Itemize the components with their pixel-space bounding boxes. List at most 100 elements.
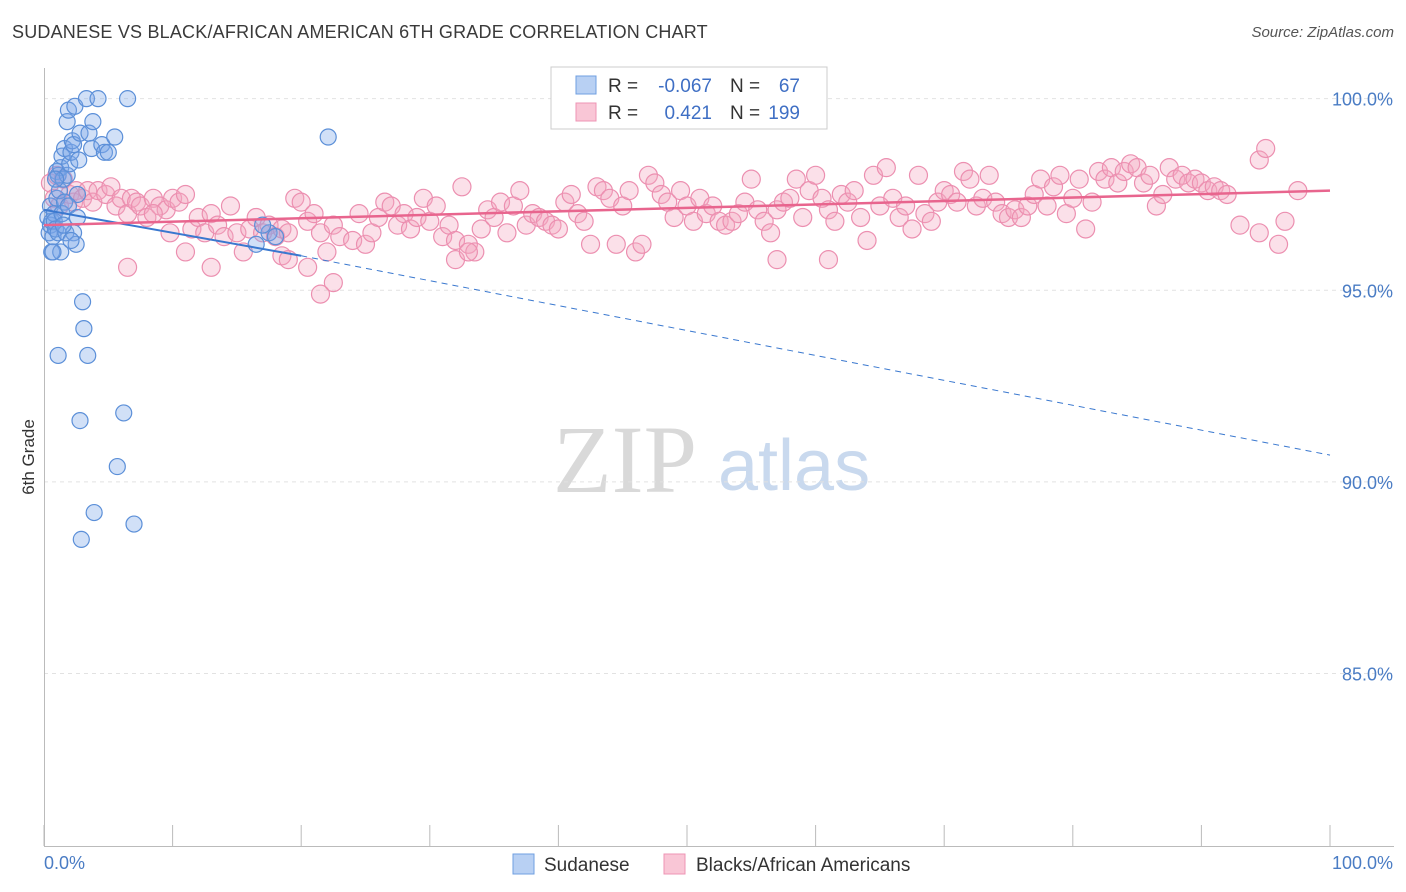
sudanese-point-58 xyxy=(62,231,80,250)
black-african-american-point-167 xyxy=(1088,161,1109,182)
sudanese-point-33 xyxy=(70,151,88,169)
sudanese-point-46 xyxy=(106,128,124,146)
black-african-american-point-70 xyxy=(465,242,485,262)
legend-n-value-1: 67 xyxy=(779,76,800,97)
black-african-american-point-174 xyxy=(1133,173,1154,193)
black-african-american-point-197 xyxy=(201,257,221,277)
black-african-american-point-191 xyxy=(1268,234,1289,254)
black-african-american-point-64 xyxy=(426,196,446,216)
sudanese-point-59 xyxy=(46,170,65,188)
legend-swatch-sudanese xyxy=(575,75,597,95)
black-african-american-point-97 xyxy=(638,165,659,185)
y-tick-labels: 100.0% 95.0% 90.0% 85.0% xyxy=(1332,90,1393,685)
series-legend-label-sudanese: Sudanese xyxy=(544,855,630,876)
black-african-american-point-9 xyxy=(78,181,98,201)
legend-box xyxy=(550,66,828,130)
legend-r-label-2: R = xyxy=(608,103,638,124)
x-tick-labels: 0.0% 100.0% xyxy=(44,853,1393,873)
black-african-american-point-145 xyxy=(947,192,967,212)
sudanese-point-42 xyxy=(89,90,107,108)
black-african-american-point-198 xyxy=(323,273,343,293)
black-african-american-point-77 xyxy=(510,181,530,201)
black-african-american-point-204 xyxy=(117,257,138,277)
black-african-american-point-146 xyxy=(953,161,974,182)
black-african-american-point-160 xyxy=(1043,177,1064,197)
black-african-american-point-168 xyxy=(1095,169,1115,189)
sudanese-point-63 xyxy=(266,228,285,246)
black-african-american-point-165 xyxy=(1076,219,1096,239)
black-african-american-point-190 xyxy=(1256,138,1276,159)
black-african-american-point-69 xyxy=(458,234,478,254)
sudanese-point-49 xyxy=(108,457,126,476)
black-african-american-point-189 xyxy=(1249,150,1269,170)
black-african-american-point-30 xyxy=(201,204,221,224)
series-legend-swatch-sudanese xyxy=(512,853,535,875)
black-african-american-point-171 xyxy=(1114,161,1134,182)
black-african-american-point-124 xyxy=(812,188,832,208)
black-african-american-point-33 xyxy=(220,196,241,216)
black-african-american-point-53 xyxy=(355,234,376,254)
black-african-american-point-207 xyxy=(175,242,196,262)
black-african-american-point-98 xyxy=(645,173,665,193)
watermark-zip: ZIP xyxy=(553,406,697,513)
sudanese-trend-extension xyxy=(301,255,1331,456)
x-ticks xyxy=(43,825,1331,846)
sudanese-point-54 xyxy=(49,346,67,365)
black-african-american-point-60 xyxy=(400,219,421,239)
black-african-american-point-120 xyxy=(786,169,806,189)
black-african-american-point-25 xyxy=(169,192,189,212)
sudanese-point-35 xyxy=(73,293,92,311)
black-african-american-point-180 xyxy=(1172,165,1192,185)
black-african-american-point-150 xyxy=(979,165,999,185)
sudanese-point-34 xyxy=(71,124,89,142)
black-african-american-point-202 xyxy=(767,250,787,270)
trend-lines xyxy=(43,189,1331,456)
black-african-american-point-65 xyxy=(433,227,453,247)
black-african-american-point-110 xyxy=(722,211,742,231)
black-african-american-point-115 xyxy=(754,211,774,231)
sudanese-point-52 xyxy=(125,515,143,533)
black-african-american-point-44 xyxy=(291,192,311,212)
black-african-american-point-52 xyxy=(349,204,369,224)
black-african-american-point-67 xyxy=(445,230,466,251)
black-african-american-point-141 xyxy=(921,211,941,231)
y-tick-label-2: 90.0% xyxy=(1342,473,1393,493)
black-african-american-point-90 xyxy=(593,181,614,201)
black-african-american-trend-line xyxy=(43,189,1331,227)
black-african-american-point-136 xyxy=(889,207,909,228)
black-african-american-point-161 xyxy=(1050,165,1070,185)
black-african-american-point-61 xyxy=(407,207,427,228)
black-african-american-point-196 xyxy=(298,257,318,277)
sudanese-point-45 xyxy=(99,143,117,161)
sudanese-point-60 xyxy=(247,235,265,253)
black-african-american-point-188 xyxy=(1230,215,1250,235)
sudanese-point-48 xyxy=(115,404,133,422)
watermark-atlas: atlas xyxy=(718,426,870,506)
black-african-american-point-116 xyxy=(760,223,781,243)
sudanese-point-51 xyxy=(72,530,90,548)
black-african-american-point-85 xyxy=(561,184,581,205)
black-african-american-point-138 xyxy=(902,219,922,239)
y-axis-label: 6th Grade xyxy=(19,419,38,495)
black-african-american-point-149 xyxy=(973,188,993,208)
y-tick-label-3: 85.0% xyxy=(1342,665,1393,685)
sudanese-point-47 xyxy=(118,90,137,108)
black-african-american-point-34 xyxy=(227,223,247,243)
chart-title: SUDANESE VS BLACK/AFRICAN AMERICAN 6TH G… xyxy=(12,22,708,42)
black-african-american-point-123 xyxy=(805,165,826,185)
series-legend-label-black: Blacks/African Americans xyxy=(696,855,910,876)
black-african-american-point-126 xyxy=(825,211,845,231)
black-african-american-point-144 xyxy=(941,184,961,205)
black-african-american-point-121 xyxy=(793,207,813,228)
black-african-american-point-68 xyxy=(452,177,472,197)
black-african-american-point-154 xyxy=(1005,200,1025,220)
black-african-american-point-175 xyxy=(1140,165,1160,185)
black-african-american-point-51 xyxy=(343,230,363,251)
x-tick-label-1: 100.0% xyxy=(1332,853,1393,873)
black-african-american-point-176 xyxy=(1146,196,1166,216)
black-african-american-point-75 xyxy=(497,223,517,243)
black-african-american-point-156 xyxy=(1018,196,1038,216)
series-legend: Sudanese Blacks/African Americans xyxy=(512,853,910,876)
black-african-american-point-203 xyxy=(818,250,839,270)
